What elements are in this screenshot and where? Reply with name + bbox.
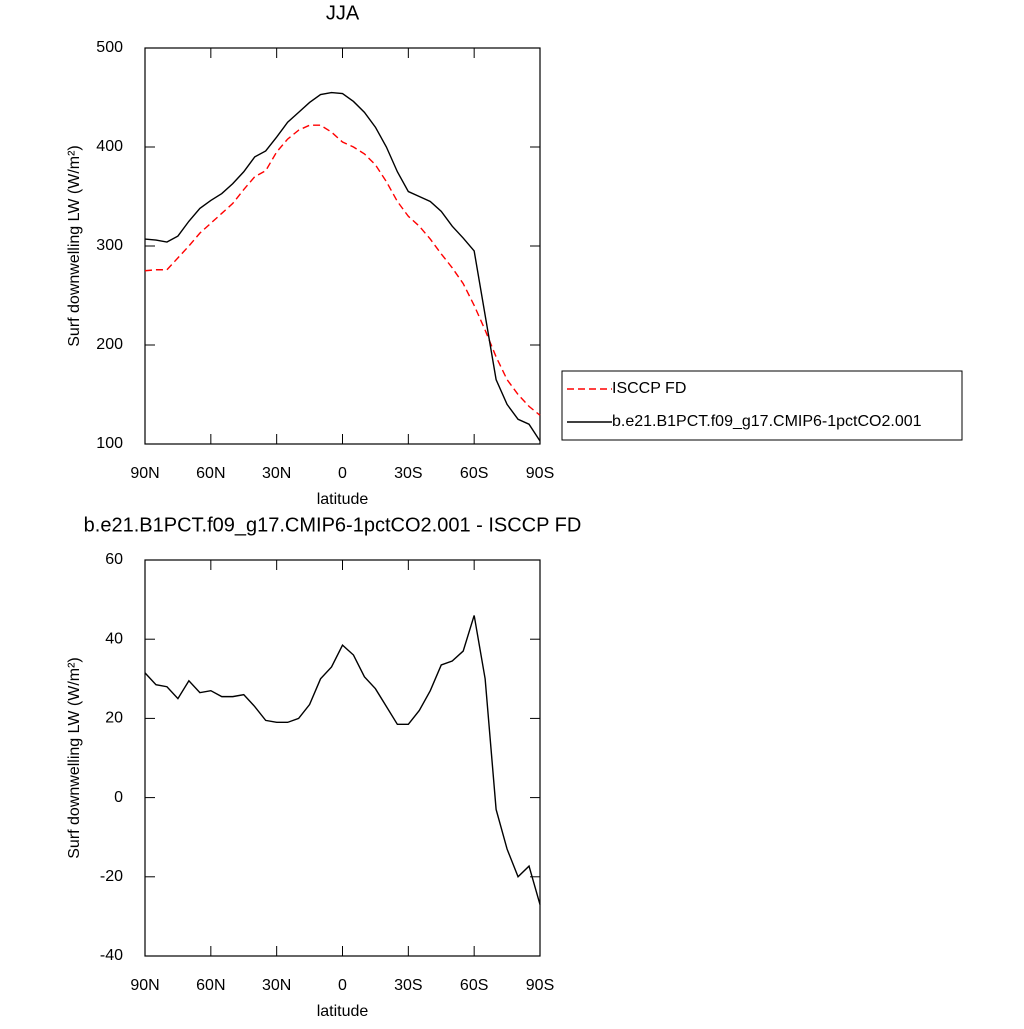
y-tick-label: 20 xyxy=(105,710,123,727)
x-tick-label: 30S xyxy=(394,977,422,994)
chart-title: b.e21.B1PCT.f09_g17.CMIP6-1pctCO2.001 - … xyxy=(84,514,582,536)
x-axis-label: latitude xyxy=(317,1003,369,1020)
data-line xyxy=(144,124,541,416)
y-tick-label: 200 xyxy=(96,336,123,353)
x-tick-label: 30N xyxy=(262,977,291,994)
x-tick-label: 30N xyxy=(262,465,291,482)
plot-frame xyxy=(144,559,541,957)
y-tick-label: -20 xyxy=(100,868,123,885)
x-tick-label: 60S xyxy=(460,977,488,994)
x-tick-label: 0 xyxy=(338,977,347,994)
x-tick-label: 30S xyxy=(394,465,422,482)
y-tick-label: 60 xyxy=(105,551,123,568)
y-tick-label: 500 xyxy=(96,39,123,56)
legend-box xyxy=(561,370,963,441)
chart-title: JJA xyxy=(326,2,360,24)
y-tick-label: 40 xyxy=(105,630,123,647)
x-tick-label: 90S xyxy=(526,465,554,482)
x-tick-label: 60N xyxy=(196,465,225,482)
y-tick-label: 100 xyxy=(96,435,123,452)
y-tick-label: -40 xyxy=(100,947,123,964)
x-tick-label: 90N xyxy=(130,465,159,482)
plot-frame xyxy=(144,47,541,445)
legend-label: b.e21.B1PCT.f09_g17.CMIP6-1pctCO2.001 xyxy=(612,413,922,430)
data-line xyxy=(144,615,541,905)
y-tick-label: 400 xyxy=(96,138,123,155)
x-tick-label: 90N xyxy=(130,977,159,994)
y-axis-label: Surf downwelling LW (W/m²) xyxy=(66,657,83,859)
legend-label: ISCCP FD xyxy=(612,380,686,397)
y-axis-label: Surf downwelling LW (W/m²) xyxy=(66,145,83,347)
x-axis-label: latitude xyxy=(317,491,369,508)
x-tick-label: 60S xyxy=(460,465,488,482)
x-tick-label: 60N xyxy=(196,977,225,994)
y-tick-label: 300 xyxy=(96,237,123,254)
x-tick-label: 0 xyxy=(338,465,347,482)
data-line xyxy=(144,91,541,442)
x-tick-label: 90S xyxy=(526,977,554,994)
y-tick-label: 0 xyxy=(114,789,123,806)
